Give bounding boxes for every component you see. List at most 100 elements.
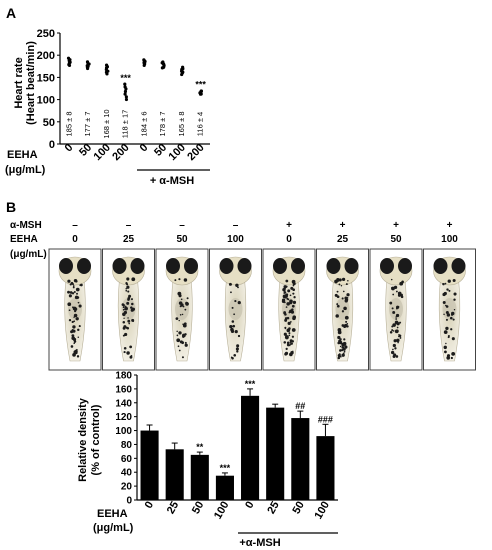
- zebrafish-pigment-spot: [286, 343, 290, 347]
- panel-a-data-point: [124, 97, 129, 102]
- panel-a-data-point: [123, 82, 127, 86]
- zebrafish-pigment-spot: [285, 285, 288, 288]
- zebrafish-pigment-spot: [449, 316, 453, 320]
- zebrafish-pigment-spot: [292, 282, 296, 286]
- zebrafish-pigment-spot: [335, 314, 339, 318]
- zebrafish-pigment-spot: [341, 297, 344, 300]
- zebrafish-pigment-spot: [340, 355, 342, 358]
- zebrafish-image: [369, 248, 423, 371]
- panel-a-data-point: [66, 56, 71, 60]
- zebrafish-image: [262, 248, 316, 371]
- zebrafish-eye: [398, 258, 412, 274]
- zebrafish-pigment-spot: [123, 351, 126, 354]
- panel-a-value-label: 168 ± 10: [102, 109, 111, 138]
- panel-b-bar: [291, 418, 310, 500]
- panel-a-value-labels: 185 ± 8 177 ± 7 168 ± 10 118 ± 17 184 ± 6 178…: [64, 109, 204, 138]
- zebrafish-pigment-spot: [74, 295, 79, 300]
- zebrafish-pigment-spot: [72, 286, 75, 289]
- zebrafish-pigment-spot: [337, 335, 341, 340]
- zebrafish-pigment-spot: [392, 293, 395, 296]
- panel-a-x-tick-label: 200: [185, 142, 206, 163]
- zebrafish-pigment-spot: [72, 285, 75, 287]
- zebrafish-pigment-spot: [452, 279, 456, 283]
- panel-a-letter: A: [6, 5, 16, 21]
- panel-a-data-point: [181, 65, 185, 69]
- zebrafish-pigment-spot: [293, 296, 296, 299]
- zebrafish-pigment-spot: [126, 351, 130, 355]
- zebrafish-pigment-spot: [285, 279, 289, 283]
- panel-a-significance: *** ***: [120, 73, 206, 90]
- zebrafish-image: [423, 248, 476, 371]
- zebrafish-pigment-spot: [283, 332, 287, 336]
- zebrafish-eye: [380, 258, 394, 274]
- panel-b-y-tick-label: 80: [121, 440, 133, 451]
- zebrafish-pigment-spot: [347, 279, 349, 282]
- zebrafish-pigment-spot: [128, 322, 131, 325]
- zebrafish-pigment-spot: [74, 350, 78, 355]
- panel-b-significance-mark: ###: [318, 414, 333, 424]
- zebrafish-pigment-spot: [395, 318, 398, 320]
- panel-b-msh-marker: –: [72, 220, 78, 231]
- zebrafish-pigment-spot: [131, 307, 135, 311]
- zebrafish-pigment-spot: [75, 317, 79, 321]
- zebrafish-pigment-spot: [292, 284, 295, 287]
- panel-a-significance-mark: ***: [120, 73, 131, 83]
- panel-a-y-tick-label: 0: [49, 139, 55, 151]
- zebrafish-pigment-spot: [181, 313, 184, 316]
- zebrafish-pigment-spot: [127, 298, 130, 301]
- zebrafish-yolk: [175, 298, 189, 320]
- zebrafish-pigment-spot: [131, 318, 135, 322]
- zebrafish-pigment-spot: [76, 355, 80, 358]
- zebrafish-pigment-spot: [445, 326, 449, 331]
- zebrafish-eye: [59, 258, 73, 274]
- zebrafish-pigment-spot: [341, 344, 344, 347]
- zebrafish-pigment-spot: [342, 341, 347, 346]
- zebrafish-pigment-spot: [125, 289, 128, 292]
- zebrafish-pigment-spot: [72, 329, 76, 333]
- zebrafish-pigment-spot: [237, 334, 241, 338]
- zebrafish-eye: [112, 258, 127, 274]
- zebrafish-pigment-spot: [292, 316, 296, 321]
- zebrafish-pigment-spot: [234, 330, 238, 334]
- zebrafish-pigment-spot: [336, 304, 340, 308]
- zebrafish-pigment-spot: [73, 340, 77, 343]
- zebrafish-pigment-spot: [130, 306, 133, 309]
- zebrafish-pigment-spot: [68, 318, 72, 322]
- panel-b-column-headers: – 0 – 25 – 50 – 100 +0 +25 +50 +100: [72, 220, 458, 245]
- zebrafish-pigment-spot: [392, 343, 396, 348]
- panel-b-x-ticks: 0 25 50 100 0 25 50 100: [143, 500, 332, 522]
- zebrafish-pigment-spot: [231, 306, 234, 309]
- panel-b-y-tick-label: 180: [115, 371, 132, 382]
- zebrafish-pigment-spot: [286, 302, 290, 306]
- zebrafish-pigment-spot: [338, 283, 341, 286]
- zebrafish-pigment-spot: [290, 310, 295, 314]
- zebrafish-pigment-spot: [451, 311, 455, 316]
- zebrafish-pigment-spot: [72, 325, 76, 329]
- zebrafish-pigment-spot: [445, 311, 449, 315]
- zebrafish-pigment-spot: [400, 295, 404, 299]
- panel-a-data-point: [123, 85, 127, 89]
- zebrafish-pigment-spot: [178, 294, 182, 298]
- panel-a-value-label: 178 ± 7: [158, 112, 167, 137]
- panel-b-bars: [140, 388, 335, 500]
- panel-b-eeha-row-label-line2: (μg/mL): [10, 249, 47, 260]
- zebrafish-pigment-spot: [181, 356, 184, 359]
- zebrafish-pigment-spot: [290, 351, 294, 355]
- panel-b-msh-marker: +: [340, 220, 346, 231]
- zebrafish-pigment-spot: [391, 307, 394, 310]
- zebrafish-pigment-spot: [131, 277, 136, 282]
- zebrafish-pigment-spot: [128, 294, 132, 298]
- zebrafish-pigment-spot: [73, 291, 76, 294]
- zebrafish-pigment-spot: [71, 336, 75, 340]
- panel-b-y-tick-label: 160: [115, 384, 132, 395]
- zebrafish-pigment-spot: [287, 289, 291, 293]
- zebrafish-pigment-spot: [337, 356, 341, 360]
- zebrafish-pigment-spot: [289, 294, 292, 297]
- zebrafish-pigment-spot: [443, 313, 445, 316]
- zebrafish-pigment-spot: [344, 315, 349, 320]
- zebrafish-pigment-spot: [343, 338, 346, 341]
- zebrafish-pigment-spot: [122, 308, 125, 311]
- panel-a-x-title-line2: (μg/mL): [5, 164, 46, 176]
- panel-b-significance-mark: ***: [220, 463, 231, 473]
